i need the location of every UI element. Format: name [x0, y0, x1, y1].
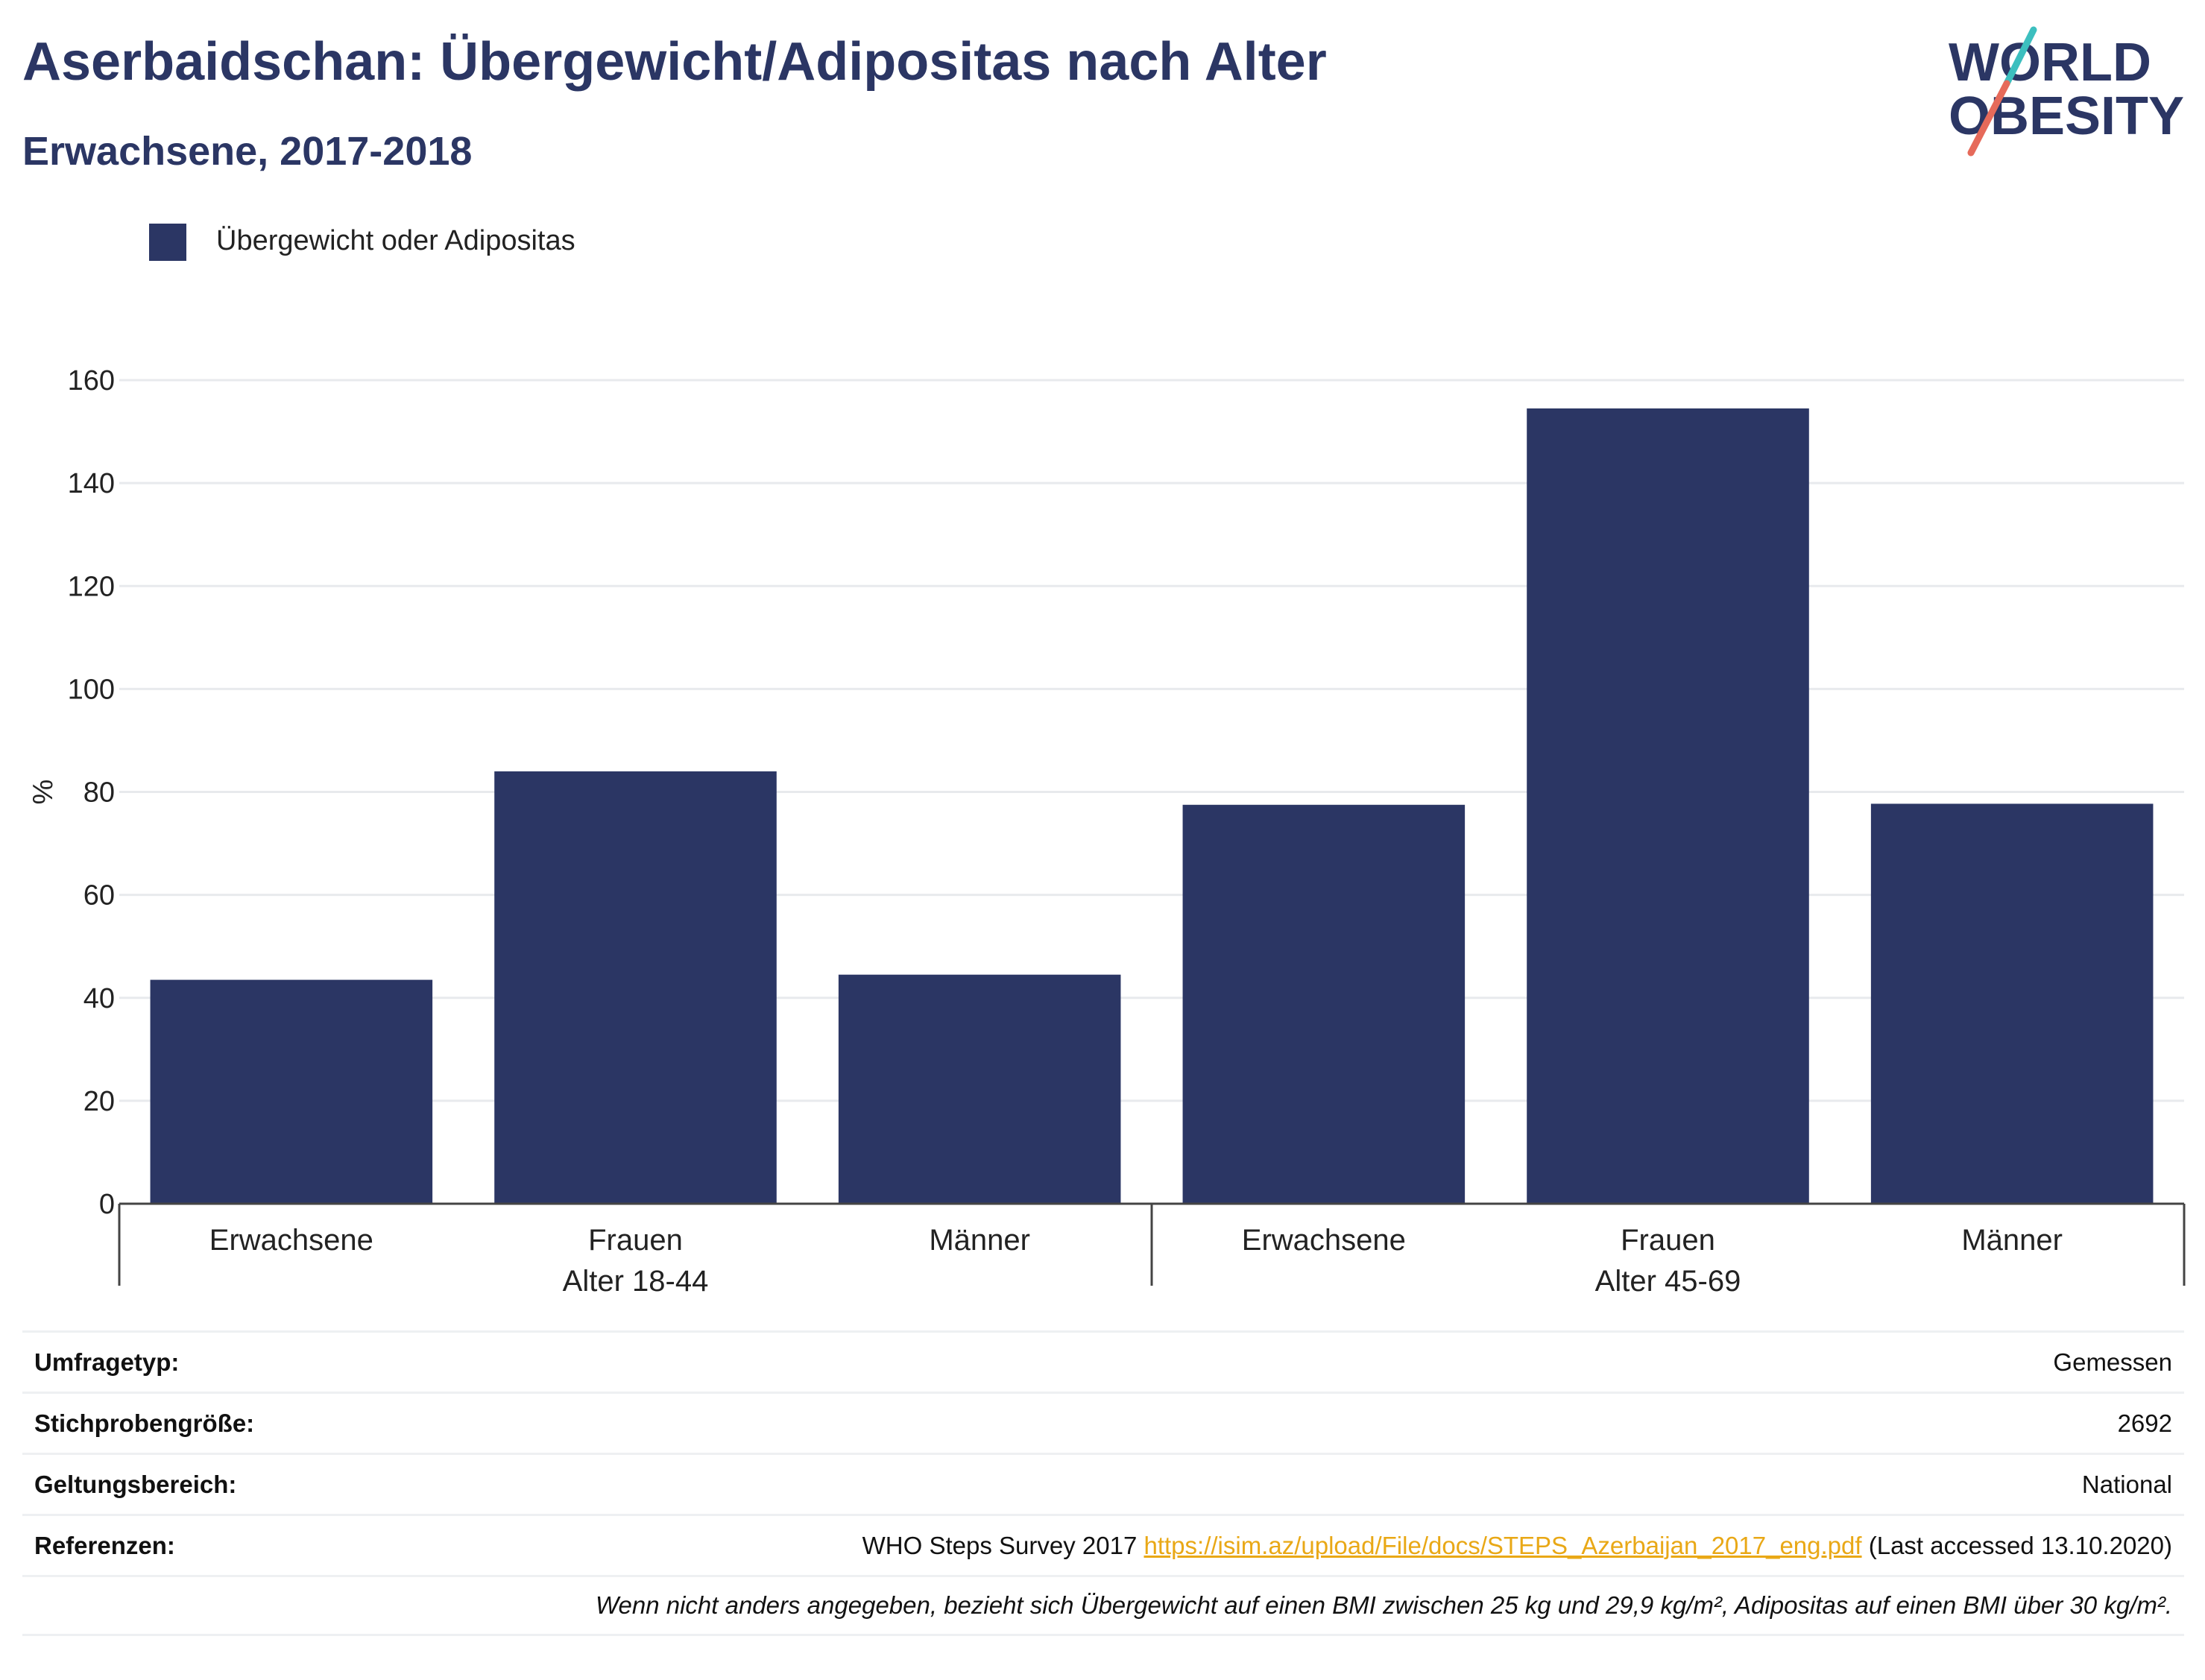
- y-tick-label: 60: [83, 880, 115, 912]
- info-table: Umfragetyp: Gemessen Stichprobengröße: 2…: [22, 1330, 2184, 1636]
- references-value: WHO Steps Survey 2017 https://isim.az/up…: [862, 1532, 2172, 1560]
- scope-label: Geltungsbereich:: [34, 1470, 237, 1498]
- y-tick-label: 140: [68, 468, 115, 499]
- x-category-label: Männer: [1961, 1224, 2063, 1257]
- x-category-label: Erwachsene: [209, 1224, 373, 1257]
- info-row-sample-size: Stichprobengröße: 2692: [22, 1392, 2184, 1453]
- survey-type-value: Gemessen: [2053, 1348, 2172, 1376]
- logo-slash-red: [1967, 80, 2010, 157]
- bar: [838, 974, 1121, 1204]
- info-row-footnote: Wenn nicht anders angegeben, bezieht sic…: [22, 1575, 2184, 1636]
- bar: [1870, 803, 2154, 1204]
- info-row-scope: Geltungsbereich: National: [22, 1453, 2184, 1514]
- legend-swatch: [149, 224, 186, 261]
- y-tick-label: 40: [83, 983, 115, 1014]
- y-tick-label: 80: [83, 777, 115, 809]
- sample-size-label: Stichprobengröße:: [34, 1409, 255, 1437]
- x-category-label: Frauen: [588, 1224, 683, 1257]
- chart-title: Aserbaidschan: Übergewicht/Adipositas na…: [22, 32, 1327, 92]
- x-category-label: Erwachsene: [1242, 1224, 1406, 1257]
- legend-label: Übergewicht oder Adipositas: [216, 225, 575, 256]
- logo-line1: WORLD: [1949, 33, 2151, 92]
- bar: [494, 771, 777, 1204]
- y-tick-label: 20: [83, 1086, 115, 1117]
- references-link[interactable]: https://isim.az/upload/File/docs/STEPS_A…: [1143, 1531, 1862, 1559]
- bar: [1182, 804, 1466, 1204]
- scope-value: National: [2081, 1470, 2172, 1498]
- y-tick-label: 0: [99, 1189, 115, 1220]
- references-label: Referenzen:: [34, 1531, 175, 1559]
- sample-size-value: 2692: [2117, 1409, 2172, 1437]
- group-label: Alter 18-44: [563, 1265, 709, 1297]
- bar: [150, 979, 433, 1204]
- bar: [1527, 408, 1809, 1204]
- group-label: Alter 45-69: [1595, 1265, 1741, 1297]
- y-tick-label: 120: [68, 571, 115, 602]
- info-row-references: Referenzen: WHO Steps Survey 2017 https:…: [22, 1514, 2184, 1575]
- x-category-label: Männer: [929, 1224, 1030, 1257]
- references-suffix: (Last accessed 13.10.2020): [1868, 1531, 2172, 1559]
- chart-subtitle: Erwachsene, 2017-2018: [22, 129, 473, 174]
- logo-line2: OBESITY: [1949, 86, 2184, 146]
- references-prefix: WHO Steps Survey 2017: [862, 1531, 1138, 1559]
- survey-type-label: Umfragetyp:: [34, 1348, 180, 1376]
- logo-slash-teal: [2003, 26, 2037, 87]
- y-axis-label: %: [28, 780, 59, 805]
- y-tick-label: 160: [68, 365, 115, 397]
- bar-chart: 0 20 40 60 80 100 120 140 160% Erwachsene Frauen Mä…: [28, 365, 2186, 1297]
- footnote: Wenn nicht anders angegeben, bezieht sic…: [595, 1591, 2172, 1619]
- y-tick-label: 100: [68, 674, 115, 705]
- world-obesity-logo: WORLD OBESITY: [1949, 26, 2184, 157]
- info-row-survey-type: Umfragetyp: Gemessen: [22, 1330, 2184, 1392]
- x-category-label: Frauen: [1621, 1224, 1715, 1257]
